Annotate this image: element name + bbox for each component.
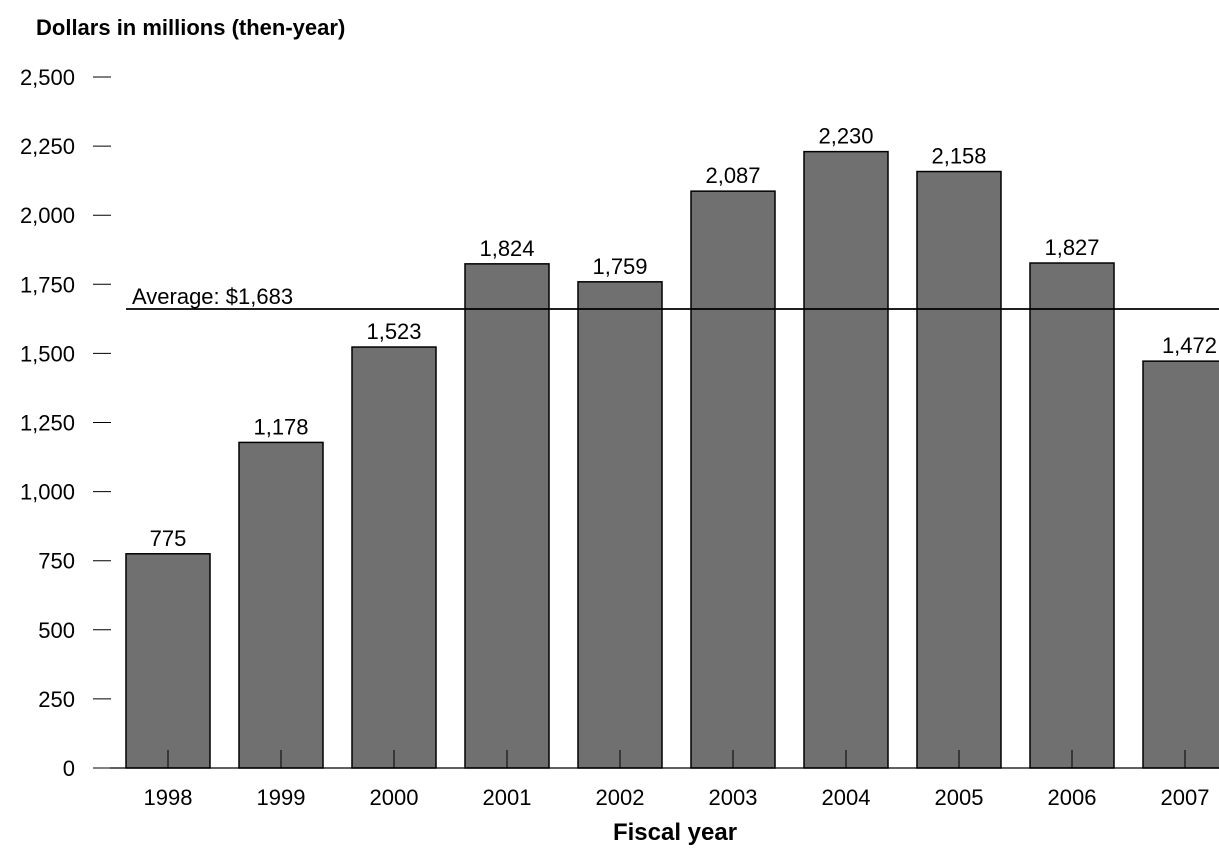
bar-2003 [690,190,776,769]
y-tick-label: 1,750 [20,272,75,297]
y-tick-label: 1,000 [20,480,75,505]
x-tick-label: 2000 [370,785,419,810]
data-label: 775 [150,526,187,551]
y-tick-label: 2,500 [20,65,75,90]
y-tick-label: 1,500 [20,341,75,366]
data-label: 1,472 [1162,333,1217,358]
bar-1999 [238,441,324,769]
data-label: 2,158 [931,144,986,169]
x-axis-title: Fiscal year [613,819,737,846]
bar-1998 [125,553,211,769]
y-tick-label: 500 [38,618,75,643]
y-tick-label: 0 [63,756,75,781]
data-label: 1,824 [479,236,534,261]
bar-2006 [1029,262,1115,769]
y-axis-title: Dollars in millions (then-year) [36,15,345,40]
x-axis: 1998 1999 2000 2001 2002 2003 2004 2005 2006 2007 [144,750,1210,810]
x-tick-label: 2004 [822,785,871,810]
bar-2000 [351,346,437,769]
x-tick-label: 2001 [483,785,532,810]
bar-2004 [803,150,889,769]
y-tick-label: 2,250 [20,134,75,159]
y-tick-label: 1,250 [20,411,75,436]
data-label: 1,523 [366,319,421,344]
average-group: Average: $1,683 [126,284,1219,310]
x-tick-label: 2007 [1161,785,1210,810]
y-axis: 0 250 500 750 1,000 1,250 1,500 1,750 2,000 2,250… [20,65,111,781]
average-label: Average: $1,683 [132,284,293,309]
bar-2002 [577,281,663,769]
x-tick-label: 2003 [709,785,758,810]
x-tick-label: 1999 [257,785,306,810]
bar-2005 [916,170,1002,769]
data-label: 2,230 [818,124,873,149]
y-tick-label: 250 [38,687,75,712]
x-tick-label: 2005 [935,785,984,810]
x-tick-label: 2006 [1048,785,1097,810]
data-label: 1,827 [1044,235,1099,260]
y-tick-label: 750 [38,549,75,574]
data-label: 1,178 [253,414,308,439]
data-labels: 775 1,178 1,523 1,824 1,759 2,087 2,230 2,158 1,… [150,124,1217,551]
bars [125,150,1219,769]
y-tick-label: 2,000 [20,203,75,228]
x-tick-label: 1998 [144,785,193,810]
bar-2001 [464,263,550,769]
data-label: 1,759 [592,254,647,279]
x-tick-label: 2002 [596,785,645,810]
data-label: 2,087 [705,163,760,188]
bar-2007 [1142,360,1219,769]
